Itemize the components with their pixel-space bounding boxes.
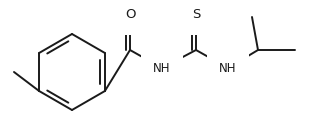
Text: NH: NH: [153, 62, 171, 75]
Text: O: O: [125, 8, 135, 21]
Text: S: S: [192, 8, 200, 21]
Text: NH: NH: [219, 62, 237, 75]
